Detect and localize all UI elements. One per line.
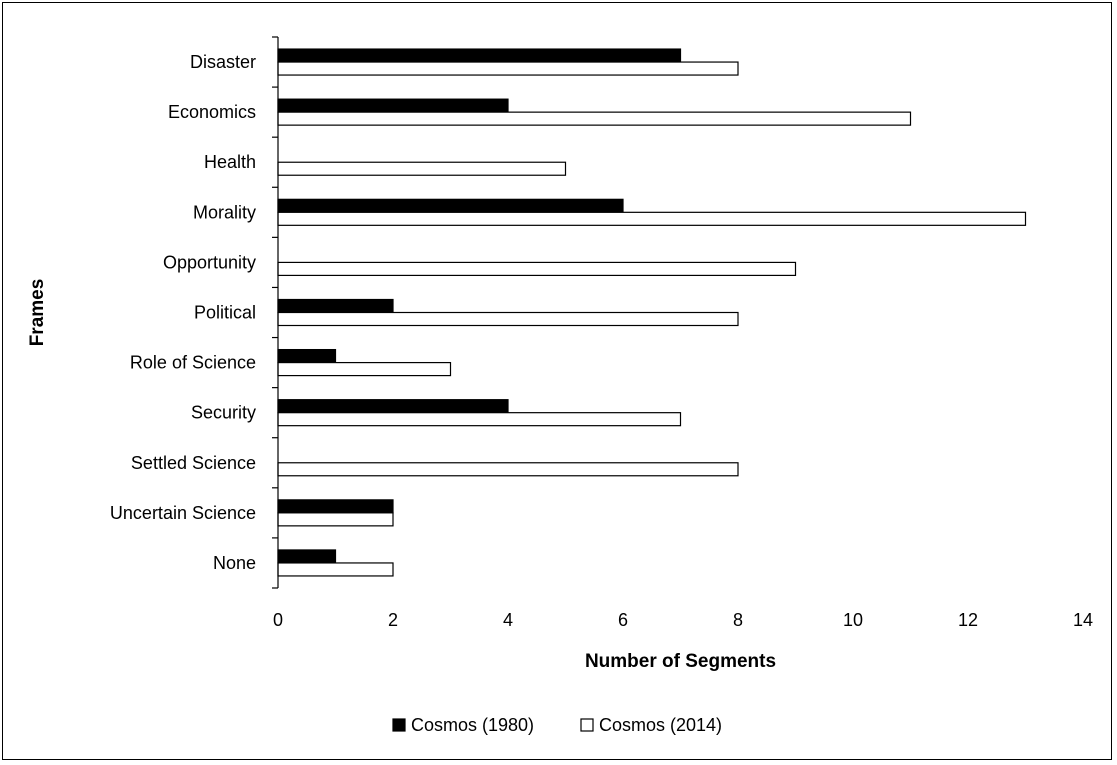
bar-cosmos-1980 [277, 549, 337, 564]
bar-chart: Disaster Economics Health Morality Opportuni… [27, 36, 1093, 735]
axes-layer [272, 36, 279, 589]
legend-swatch [392, 718, 406, 732]
bar-cosmos-1980 [277, 48, 682, 63]
category-label: Health [204, 152, 256, 172]
bar-cosmos-2014 [277, 161, 567, 176]
category-label: Security [191, 403, 256, 423]
bar-cosmos-2014 [277, 361, 452, 377]
x-tick-label: 12 [958, 610, 978, 630]
legend-label: Cosmos (2014) [599, 715, 722, 735]
category-label: Opportunity [163, 252, 256, 272]
category-label: Uncertain Science [110, 503, 256, 523]
x-tick-label: 8 [733, 610, 743, 630]
bar-cosmos-2014 [277, 261, 797, 277]
legend-swatch [580, 718, 594, 732]
bar-cosmos-1980 [277, 298, 394, 314]
category-labels: Disaster Economics Health Morality Opportuni… [110, 52, 256, 573]
bar-cosmos-1980 [277, 198, 624, 213]
category-label: Disaster [190, 52, 256, 72]
bar-cosmos-1980 [277, 348, 337, 364]
x-tick-label: 2 [388, 610, 398, 630]
x-tick-label: 0 [273, 610, 283, 630]
bar-cosmos-2014 [277, 311, 739, 327]
y-axis-ticks [272, 36, 278, 589]
x-axis-title: Number of Segments [585, 651, 776, 672]
legend-label: Cosmos (1980) [411, 715, 534, 735]
category-label: Economics [168, 102, 256, 122]
bar-cosmos-1980 [277, 499, 394, 514]
category-label: Political [194, 303, 256, 323]
bar-cosmos-2014 [277, 462, 739, 477]
bars-layer [277, 48, 1027, 577]
bar-cosmos-2014 [277, 211, 1027, 226]
category-label: None [213, 553, 256, 573]
x-tick-label: 6 [618, 610, 628, 630]
bar-cosmos-2014 [277, 412, 682, 427]
x-tick-label: 10 [843, 610, 863, 630]
bar-cosmos-2014 [277, 562, 394, 577]
bar-cosmos-1980 [277, 98, 509, 113]
x-tick-labels: 0 2 4 6 8 10 12 14 [273, 610, 1093, 630]
y-axis-title: Frames [27, 279, 48, 347]
x-tick-label: 4 [503, 610, 513, 630]
category-label: Role of Science [130, 353, 256, 373]
legend: Cosmos (1980) Cosmos (2014) [392, 715, 722, 735]
x-tick-label: 14 [1073, 610, 1093, 630]
bar-cosmos-1980 [277, 399, 509, 414]
category-label: Morality [193, 202, 256, 222]
category-label: Settled Science [131, 453, 256, 473]
bar-cosmos-2014 [277, 111, 912, 126]
bar-cosmos-2014 [277, 61, 739, 76]
bar-cosmos-2014 [277, 512, 394, 527]
